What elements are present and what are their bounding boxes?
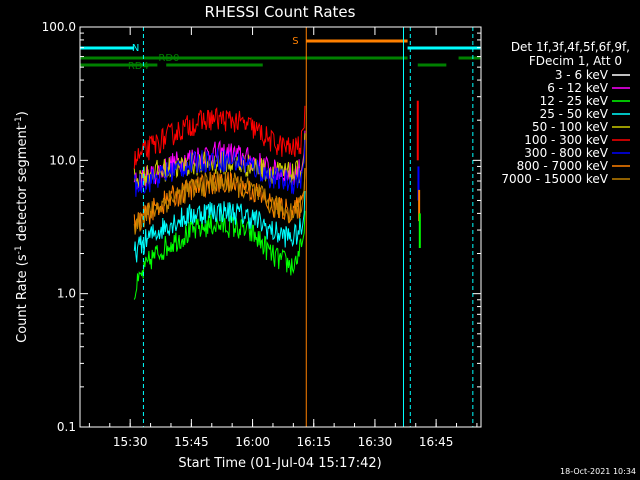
series-line-6 — [133, 139, 306, 197]
y-tick-label-2: 1.0 — [57, 287, 76, 301]
legend-label-3: 25 - 50 keV — [540, 107, 609, 121]
y-axis-label-main: Count Rate (s — [15, 254, 30, 343]
y-axis-label: Count Rate (s-1 detector segment-1) — [14, 111, 30, 343]
chart-title: RHESSI Count Rates — [205, 3, 356, 21]
x-tick-label-2: 16:00 — [235, 435, 270, 449]
x-tick-label-1: 15:45 — [174, 435, 209, 449]
legend-label-2: 12 - 25 keV — [540, 94, 609, 108]
y-axis-label-mid: detector segment — [15, 125, 30, 245]
plot-frame — [79, 26, 482, 428]
y-tick-label-1: 10.0 — [49, 153, 76, 167]
series-line-8 — [133, 168, 306, 235]
series-line-3 — [133, 190, 306, 263]
x-tick-label-3: 16:15 — [296, 435, 331, 449]
y-tick-label-3: 0.1 — [57, 420, 76, 434]
series-group — [133, 100, 421, 300]
x-tick-label-5: 16:45 — [419, 435, 454, 449]
legend-header-fdecim: FDecim 1, Att 0 — [529, 54, 622, 68]
x-tick-label-0: 15:30 — [113, 435, 148, 449]
y-axis-label-sup2: -1 — [14, 116, 24, 125]
flag-label-rd4: RD4 — [128, 61, 149, 72]
flag-label-n: N — [132, 43, 139, 54]
series-line-1 — [133, 130, 306, 191]
y-tick-label-0: 100.0 — [42, 20, 76, 34]
series-line-7 — [133, 168, 306, 232]
legend-header-detectors: Det 1f,3f,4f,5f,6f,9f, — [511, 40, 630, 54]
legend-label-5: 100 - 300 keV — [524, 133, 608, 147]
x-axis-label: Start Time (01-Jul-04 15:17:42) — [178, 456, 381, 471]
legend-label-8: 7000 - 15000 keV — [501, 172, 608, 186]
flag-bars: N S RD0 RD4 — [80, 36, 481, 72]
legend: Det 1f,3f,4f,5f,6f,9f, FDecim 1, Att 0 3… — [501, 40, 630, 186]
y-axis-ticks: 100.0 10.0 1.0 0.1 — [42, 20, 481, 434]
legend-label-1: 6 - 12 keV — [547, 81, 609, 95]
series-line-5 — [133, 105, 306, 170]
legend-label-7: 800 - 7000 keV — [517, 159, 609, 173]
flag-label-s: S — [292, 36, 298, 47]
legend-label-0: 3 - 6 keV — [555, 68, 609, 82]
legend-label-4: 50 - 100 keV — [532, 120, 609, 134]
x-tick-label-4: 16:30 — [358, 435, 393, 449]
flag-label-rd0: RD0 — [158, 53, 179, 64]
timestamp: 18-Oct-2021 10:34 — [560, 467, 636, 476]
x-axis-ticks: 15:30 15:45 16:00 16:15 16:30 16:45 — [88, 27, 478, 449]
series-line-2 — [133, 210, 306, 300]
y-axis-label-end: ) — [15, 111, 30, 116]
y-axis-label-sup1: -1 — [14, 245, 24, 254]
legend-label-6: 300 - 800 keV — [524, 146, 608, 160]
